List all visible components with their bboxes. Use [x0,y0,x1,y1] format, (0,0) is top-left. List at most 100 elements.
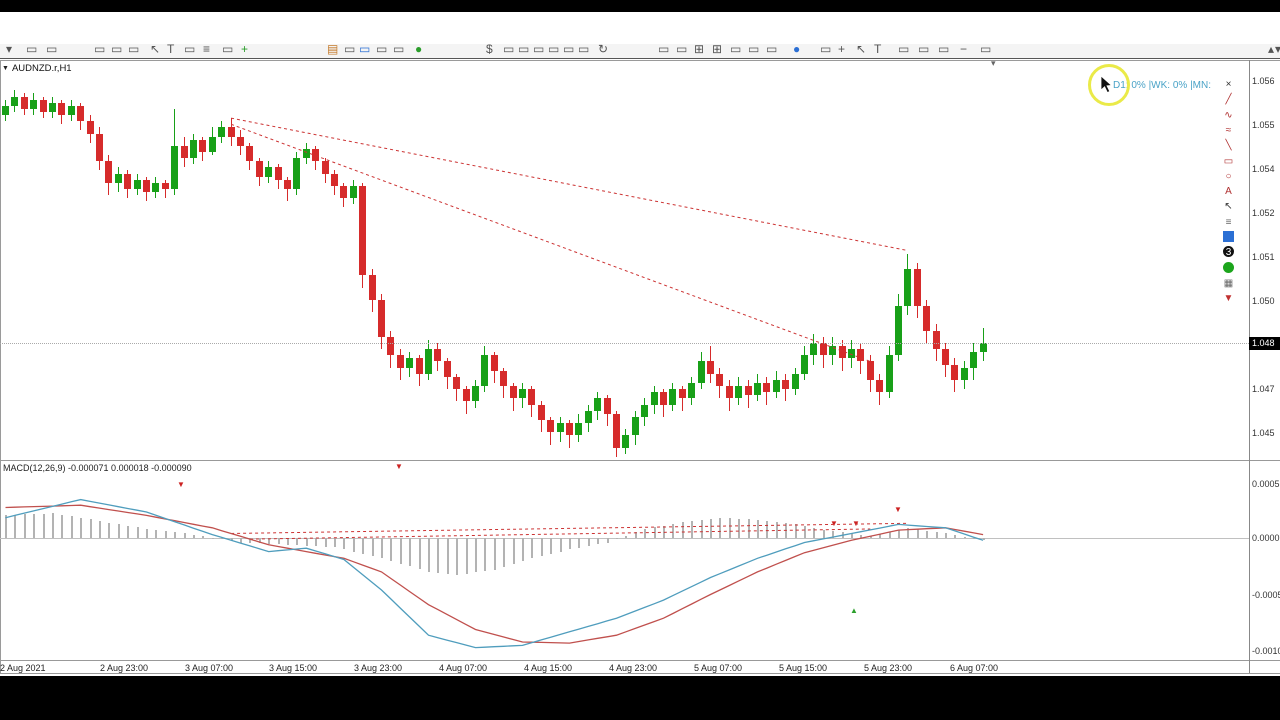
levels-tool-icon[interactable]: ≡ [1225,216,1232,228]
cursor-tool-icon[interactable]: ↖ [1224,201,1233,213]
toolbar-icon[interactable]: ▴ [1268,44,1275,56]
histogram-bar [146,528,148,538]
toolbar-icon[interactable]: ▭ [533,44,545,56]
text-tool-icon[interactable]: A [1225,186,1232,198]
toolbar-icon[interactable]: ▤ [327,44,339,56]
candle-body [979,342,987,353]
candle-body [11,96,19,106]
blue-swatch-icon[interactable] [1223,231,1234,242]
histogram-bar [155,530,158,538]
toolbar-icon[interactable]: ▭ [918,44,930,56]
toolbar-icon[interactable]: ▭ [344,44,356,56]
histogram-bar [954,535,957,538]
histogram-bar [747,519,750,538]
histogram-bar [14,514,17,538]
candle-body [133,179,141,189]
toolbar-icon[interactable]: ≡ [203,44,211,56]
toolbar-icon[interactable]: ▭ [658,44,670,56]
toolbar-icon[interactable]: − [960,44,968,56]
toolbar-icon[interactable]: ▭ [184,44,196,56]
candle-body [331,173,338,186]
toolbar-icon[interactable]: ▭ [548,44,560,56]
toolbar-icon[interactable]: ▭ [938,44,950,56]
histogram-bar [550,538,553,554]
toolbar-icon[interactable]: ▭ [578,44,590,56]
toolbar-icon[interactable]: ▾ [1275,44,1280,57]
ellipse-tool-icon[interactable]: ○ [1225,170,1232,182]
candle-body [96,133,103,162]
candle-body [885,355,893,393]
toolbar-icon[interactable]: ● [415,44,423,56]
candle-body [923,306,931,331]
time-axis-separator [0,660,1280,661]
letterbox-bottom [0,676,1280,720]
close-icon[interactable]: × [1225,79,1232,90]
candle-body [951,364,959,380]
histogram-bar [362,538,365,554]
toolbar-icon[interactable]: T [874,44,882,56]
toolbar-icon[interactable]: ▭ [94,44,106,56]
toolbar-icon[interactable]: ▭ [730,44,742,56]
toolbar-icon[interactable]: ▭ [898,44,910,56]
macd-panel-separator[interactable] [0,460,1280,461]
toolbar-icon[interactable]: ▭ [359,44,371,56]
toolbar-icon[interactable]: ▭ [503,44,515,56]
toolbar-icon[interactable]: ⊞ [694,44,705,56]
time-axis-label: 5 Aug 07:00 [694,663,743,673]
histogram-bar [183,533,186,538]
toolbar-icon[interactable]: ▾ [6,44,13,56]
toolbar-icon[interactable]: T [167,44,175,56]
toolbar-icon[interactable]: ▭ [766,44,778,56]
histogram-bar [813,527,816,538]
toolbar-icon[interactable]: ● [793,44,801,56]
histogram-bar [898,529,900,538]
rectangle-tool-icon[interactable]: ▭ [1223,155,1234,167]
toolbar-icon[interactable]: ▭ [111,44,123,56]
candle-body [932,330,940,350]
candle-body [161,182,169,189]
toolbar-icon[interactable]: ▭ [676,44,688,56]
price-axis-label: 1.055 [1252,120,1275,130]
toolbar-icon[interactable]: ▭ [748,44,760,56]
toolbar-icon[interactable]: ▭ [26,44,38,56]
green-dot-icon[interactable] [1223,261,1234,273]
toolbar-icon[interactable]: ▭ [376,44,388,56]
zigzag-tool-icon[interactable]: ∿ [1224,109,1233,121]
chart-symbol-label: ▼ AUDNZD.r,H1 [2,63,72,74]
candle-body [490,355,498,371]
arrow-down-tool-icon[interactable]: ▼ [1223,293,1234,305]
candle-body [359,185,367,276]
toolbar-icon[interactable]: ⊞ [712,44,723,56]
toolbar-icon[interactable]: ▭ [222,44,234,56]
candle-body [650,392,658,405]
step-3-icon[interactable]: 3 [1223,246,1234,258]
toolbar-icon[interactable]: ▭ [563,44,575,56]
price-axis-label: 1.045 [1252,428,1275,438]
histogram-bar [61,514,64,538]
toolbar-icon[interactable]: ↻ [598,44,609,56]
toolbar-icon[interactable]: $ [486,44,493,56]
histogram-bar [710,518,712,538]
toolbar-icon[interactable]: ▭ [820,44,832,56]
candle-body [819,342,827,356]
wave-tool-icon[interactable]: ≈ [1225,124,1232,136]
toolbar-icon[interactable]: ↖ [150,44,161,56]
candle-body [20,96,28,109]
line-tool-icon[interactable]: ╱ [1225,94,1232,106]
histogram-bar [399,538,402,564]
toolbar-icon[interactable]: ↖ [856,44,867,56]
toolbar-icon[interactable]: ▭ [518,44,530,56]
toolbar-icon[interactable]: ▭ [128,44,140,56]
toolbar-icon[interactable]: ▭ [46,44,58,56]
toolbar-icon[interactable]: + [241,44,249,56]
toolbar-icon[interactable]: ▭ [980,44,992,56]
trendline-tool-icon[interactable]: ╲ [1225,140,1232,152]
histogram-bar [606,538,609,543]
candle-body [519,389,526,399]
histogram-bar [287,538,289,545]
histogram-bar [371,538,374,557]
toolbar-icon[interactable]: + [838,44,846,56]
toolbar-overflow-icon[interactable]: ▾ [991,58,996,68]
grid-tool-icon[interactable]: ▦ [1223,277,1234,289]
toolbar-icon[interactable]: ▭ [393,44,405,56]
